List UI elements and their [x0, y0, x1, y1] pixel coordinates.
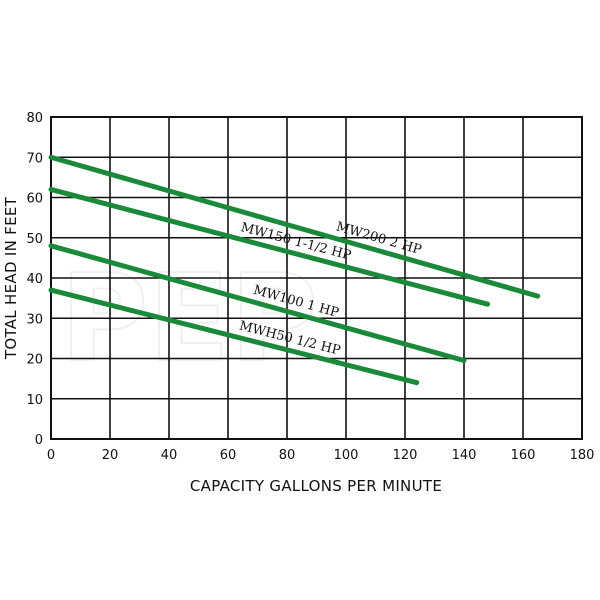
y-tick-label: 50 — [26, 232, 43, 247]
y-tick-label: 40 — [26, 272, 43, 287]
x-tick-label: 140 — [452, 448, 477, 463]
y-axis-title: TOTAL HEAD IN FEET — [2, 196, 20, 360]
y-tick-label: 60 — [26, 192, 43, 207]
series-line-1 — [48, 154, 541, 299]
y-tick-labels: 0 10 20 30 40 50 60 70 80 — [26, 111, 43, 448]
y-tick-label: 10 — [26, 393, 43, 408]
x-tick-label: 20 — [102, 448, 119, 463]
series-line-3 — [48, 243, 467, 364]
y-tick-label: 0 — [35, 433, 43, 448]
grid — [50, 116, 583, 440]
x-axis-title: CAPACITY GALLONS PER MINUTE — [190, 477, 442, 495]
y-tick-label: 20 — [26, 353, 43, 368]
series-line-2 — [48, 186, 491, 307]
y-tick-label: 70 — [26, 151, 43, 166]
y-tick-label: 80 — [26, 111, 43, 126]
watermark: PEP — [60, 250, 318, 389]
x-tick-label: 80 — [279, 448, 296, 463]
y-tick-label: 30 — [26, 312, 43, 327]
series-lines — [48, 154, 541, 386]
plot-frame — [50, 116, 583, 440]
x-tick-label: 100 — [334, 448, 359, 463]
x-tick-label: 60 — [220, 448, 237, 463]
x-tick-label: 40 — [161, 448, 178, 463]
x-tick-label: 180 — [570, 448, 595, 463]
x-tick-label: 120 — [393, 448, 418, 463]
series-line-4 — [48, 287, 420, 386]
x-tick-label: 160 — [511, 448, 536, 463]
x-tick-label: 0 — [47, 448, 55, 463]
x-tick-labels: 0 20 40 60 80 100 120 140 160 180 — [47, 448, 595, 463]
